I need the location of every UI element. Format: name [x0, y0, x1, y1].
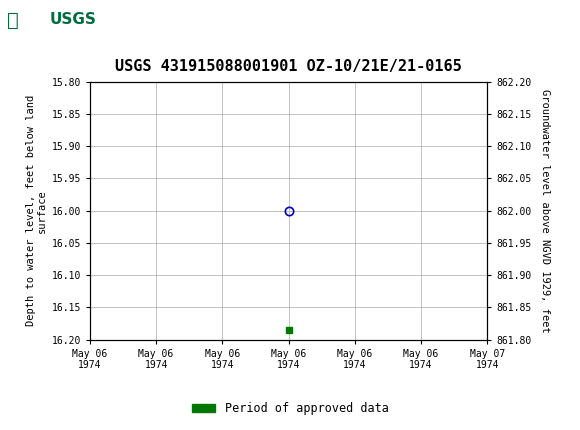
Bar: [3, 3, 107, 37]
Y-axis label: Groundwater level above NGVD 1929, feet: Groundwater level above NGVD 1929, feet: [540, 89, 550, 332]
Text: ⧉: ⧉: [7, 10, 19, 30]
Text: USGS: USGS: [49, 12, 96, 28]
Title: USGS 431915088001901 OZ-10/21E/21-0165: USGS 431915088001901 OZ-10/21E/21-0165: [115, 58, 462, 74]
Y-axis label: Depth to water level, feet below land
surface: Depth to water level, feet below land su…: [26, 95, 48, 326]
Legend: Period of approved data: Period of approved data: [187, 397, 393, 420]
